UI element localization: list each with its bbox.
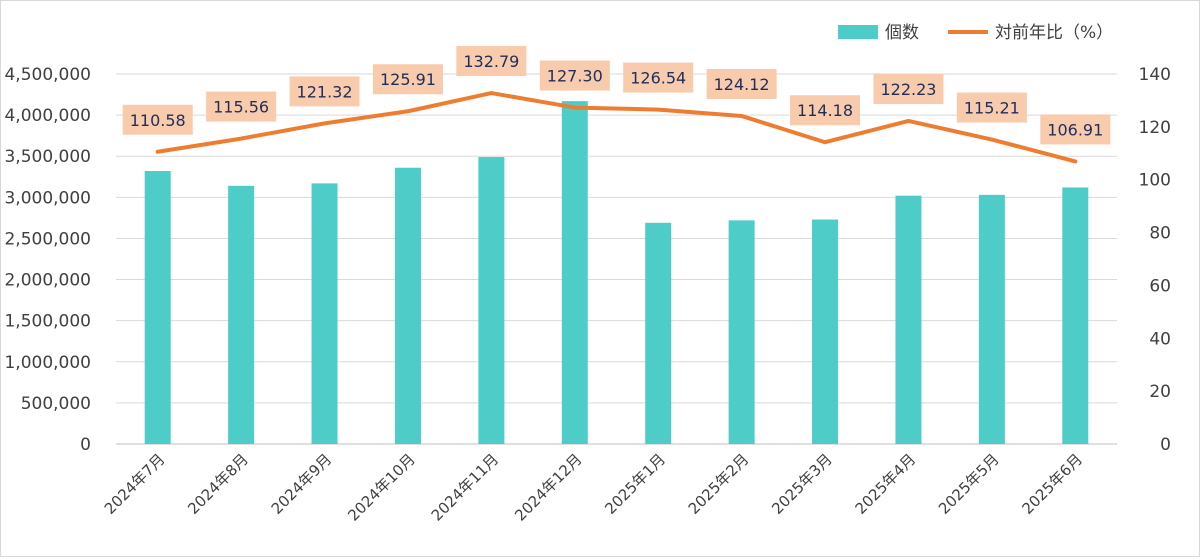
x-tick-label: 2024年12月 [511,450,585,524]
bar [1062,187,1089,444]
data-label-box [790,95,861,126]
data-label: 122.23 [880,80,936,99]
data-label-box [873,73,944,104]
left-y-tick-label: 2,000,000 [4,271,91,291]
left-y-tick-label: 1,500,000 [4,312,91,332]
left-y-tick-label: 3,500,000 [4,147,91,167]
x-tick-label: 2025年6月 [1018,450,1086,518]
data-label-box [706,68,777,99]
bar [394,167,421,444]
right-y-tick-label: 40 [1149,329,1171,349]
right-y-tick-label: 100 [1139,171,1171,191]
data-label: 132.79 [463,52,519,71]
bar [728,220,755,444]
bar [978,194,1005,444]
data-label: 106.91 [1047,120,1103,139]
x-tick-label: 2025年1月 [601,450,669,518]
bar [228,185,255,445]
left-y-tick-label: 2,500,000 [4,229,91,249]
right-y-tick-label: 60 [1149,276,1171,296]
x-tick-label: 2024年8月 [184,450,252,518]
bar [478,157,505,445]
right-y-tick-label: 120 [1139,118,1171,138]
data-label: 127.30 [547,67,603,86]
left-y-tick-label: 4,000,000 [4,106,91,126]
bar [895,195,922,444]
x-tick-label: 2024年9月 [268,450,336,518]
right-y-axis: 0 20 40 60 80 100 120 140 [1139,65,1171,455]
right-y-tick-label: 140 [1139,65,1171,85]
x-tick-label: 2024年11月 [428,450,502,524]
x-tick-label: 2025年5月 [935,450,1003,518]
data-label: 126.54 [630,69,686,88]
x-tick-label: 2024年10月 [344,450,418,524]
line-series [155,91,1078,164]
x-axis: 2024年7月 2024年8月 2024年9月 2024年10月 2024年11月 202… [101,450,1086,524]
data-label-box [956,92,1027,123]
bar [561,101,588,444]
legend-bar-label: 個数 [885,23,919,43]
data-label-box [289,76,360,107]
data-label-box [1040,114,1111,145]
data-label-box [623,62,694,93]
x-tick-label: 2024年7月 [101,450,169,518]
data-label-box [122,104,193,135]
bar [645,222,672,444]
data-label: 114.18 [797,101,853,120]
data-label-box [456,46,527,77]
right-y-tick-label: 80 [1149,224,1171,244]
data-label-box [539,60,610,91]
right-y-tick-label: 20 [1149,382,1171,402]
left-y-tick-label: 3,000,000 [4,188,91,208]
legend-line-label: 対前年比（%） [995,23,1113,43]
right-y-tick-label: 0 [1160,435,1171,455]
left-y-tick-label: 500,000 [21,394,91,414]
line-path [155,91,1078,164]
bar-series [144,101,1089,445]
bar [311,183,338,444]
data-label: 115.56 [213,98,269,117]
legend-bar-swatch [838,25,878,39]
data-labels: 110.58 115.56 121.32 125.91 132.79 127.30 126.… [122,46,1111,145]
data-label: 125.91 [380,70,436,89]
left-y-tick-label: 4,500,000 [4,65,91,85]
left-y-tick-label: 0 [80,435,91,455]
legend: 個数 対前年比（%） [838,23,1113,43]
gridlines [116,73,1117,445]
data-label-box [372,64,443,95]
data-label-box [206,91,277,122]
x-tick-label: 2025年2月 [685,450,753,518]
data-label: 115.21 [964,99,1020,118]
data-label: 124.12 [714,75,770,94]
data-label: 110.58 [130,111,186,130]
x-tick-label: 2025年3月 [768,450,836,518]
data-label: 121.32 [297,82,353,101]
x-tick-label: 2025年4月 [852,450,920,518]
bar [812,219,839,444]
bar [144,171,171,444]
left-y-tick-label: 1,000,000 [4,353,91,373]
left-y-axis: 0 500,000 1,000,000 1,500,000 2,000,000 2,500… [4,65,91,455]
